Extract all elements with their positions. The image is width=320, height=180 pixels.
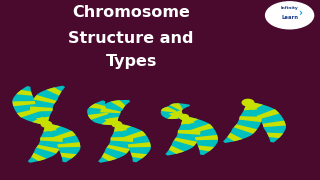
Polygon shape xyxy=(170,103,183,111)
Polygon shape xyxy=(114,126,127,132)
Polygon shape xyxy=(223,102,262,143)
Polygon shape xyxy=(131,153,147,159)
Polygon shape xyxy=(166,103,190,118)
Polygon shape xyxy=(185,117,198,125)
Polygon shape xyxy=(262,121,286,127)
Polygon shape xyxy=(87,100,117,125)
Polygon shape xyxy=(60,153,76,159)
Polygon shape xyxy=(40,137,63,142)
Polygon shape xyxy=(267,133,283,138)
Polygon shape xyxy=(128,142,151,147)
Polygon shape xyxy=(100,107,121,113)
Polygon shape xyxy=(36,117,50,123)
Polygon shape xyxy=(46,87,61,96)
Circle shape xyxy=(266,2,314,29)
Polygon shape xyxy=(123,131,146,140)
Polygon shape xyxy=(33,95,57,104)
Polygon shape xyxy=(227,133,243,141)
Polygon shape xyxy=(43,126,57,132)
Circle shape xyxy=(112,122,122,127)
Text: Chromosome: Chromosome xyxy=(72,4,190,19)
Polygon shape xyxy=(256,109,279,119)
Polygon shape xyxy=(30,106,53,111)
Circle shape xyxy=(41,121,52,127)
Text: Types: Types xyxy=(106,54,157,69)
Polygon shape xyxy=(101,117,115,125)
Polygon shape xyxy=(178,130,200,135)
Polygon shape xyxy=(249,103,263,110)
Polygon shape xyxy=(181,119,195,125)
Polygon shape xyxy=(98,124,133,163)
Polygon shape xyxy=(116,123,151,162)
Polygon shape xyxy=(165,117,200,156)
Polygon shape xyxy=(244,105,258,110)
Polygon shape xyxy=(47,124,61,132)
Polygon shape xyxy=(183,116,218,155)
Polygon shape xyxy=(53,131,76,140)
Polygon shape xyxy=(12,86,47,125)
Polygon shape xyxy=(239,116,262,122)
Text: Learn: Learn xyxy=(281,15,298,20)
Polygon shape xyxy=(89,103,107,110)
Polygon shape xyxy=(234,124,257,134)
Polygon shape xyxy=(195,135,218,140)
Polygon shape xyxy=(174,138,197,146)
Polygon shape xyxy=(168,111,180,119)
Polygon shape xyxy=(100,100,130,125)
Polygon shape xyxy=(45,123,80,162)
Text: Structure and: Structure and xyxy=(68,31,194,46)
Polygon shape xyxy=(36,145,60,153)
Polygon shape xyxy=(17,108,40,118)
Text: Infinity: Infinity xyxy=(281,6,299,10)
Polygon shape xyxy=(107,145,130,153)
Polygon shape xyxy=(198,145,214,151)
Polygon shape xyxy=(104,117,119,123)
Polygon shape xyxy=(88,112,109,120)
Polygon shape xyxy=(190,124,213,133)
Polygon shape xyxy=(247,102,286,142)
Polygon shape xyxy=(110,100,125,109)
Polygon shape xyxy=(30,86,65,125)
Polygon shape xyxy=(12,101,36,106)
Polygon shape xyxy=(161,107,177,113)
Polygon shape xyxy=(168,110,183,117)
Circle shape xyxy=(242,99,254,106)
Polygon shape xyxy=(32,117,45,124)
Polygon shape xyxy=(31,153,47,161)
Polygon shape xyxy=(102,153,117,161)
Polygon shape xyxy=(161,105,184,119)
Polygon shape xyxy=(110,137,133,142)
Circle shape xyxy=(180,114,188,120)
Polygon shape xyxy=(57,142,80,147)
Polygon shape xyxy=(16,90,33,96)
Text: ›: › xyxy=(298,8,302,18)
Polygon shape xyxy=(169,146,184,154)
Polygon shape xyxy=(118,124,131,132)
Polygon shape xyxy=(28,124,63,163)
